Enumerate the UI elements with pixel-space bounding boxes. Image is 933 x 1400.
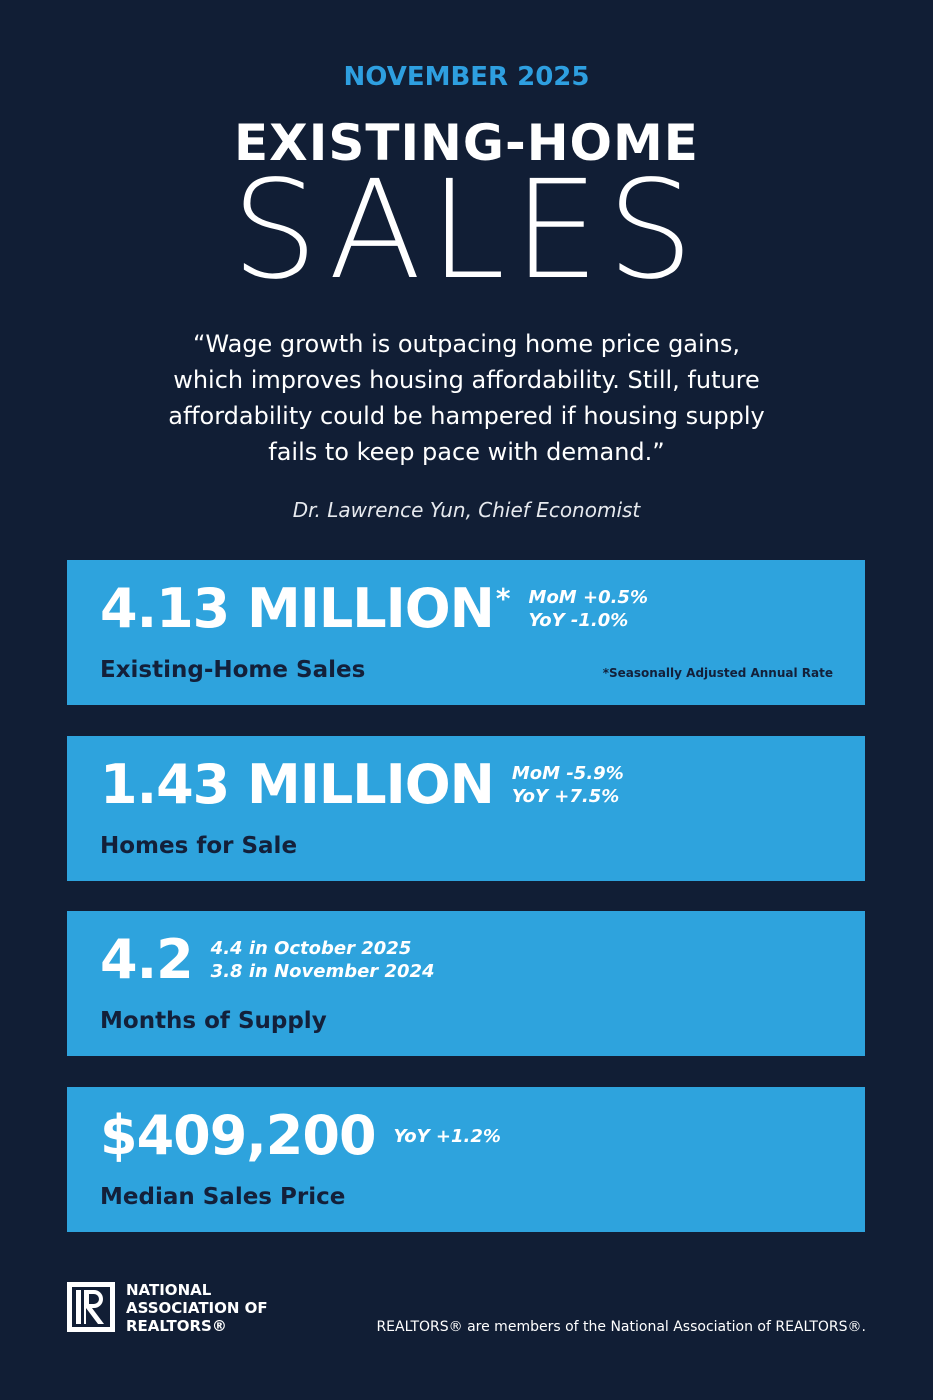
headline: 1.43 MILLION <box>100 753 495 816</box>
stat-line: MoM -5.9% <box>511 763 624 784</box>
stat-line: YoY -1.0% <box>528 610 629 631</box>
stat-line: YoY +7.5% <box>511 786 620 807</box>
headline-row: 4.2 4.4 in October 2025 3.8 in November 20… <box>100 933 435 987</box>
quote-line: affordability could be hampered if housi… <box>168 402 765 430</box>
logo-line: NATIONAL <box>126 1281 212 1299</box>
label: Median Sales Price <box>100 1184 346 1210</box>
attribution: Dr. Lawrence Yun, Chief Economist <box>292 498 641 522</box>
headline-row: 4.13 MILLION * MoM +0.5% YoY -1.0% <box>100 582 648 636</box>
footer-note: REALTORS® are members of the National As… <box>376 1319 866 1335</box>
stat-line: YoY +1.2% <box>393 1125 501 1147</box>
logo-line: REALTORS® <box>126 1317 227 1335</box>
headline: 4.2 <box>100 928 194 991</box>
headline-row: $409,200 YoY +1.2% <box>100 1109 501 1163</box>
logo <box>67 1282 115 1332</box>
quote-line: “Wage growth is outpacing home price gai… <box>192 330 741 358</box>
stats: 4.4 in October 2025 3.8 in November 2024 <box>211 937 435 983</box>
quote-line: fails to keep pace with demand.” <box>268 438 665 466</box>
title-top: EXISTING-HOME <box>234 114 699 172</box>
stats: MoM -5.9% YoY +7.5% <box>512 762 624 808</box>
stat-line: 3.8 in November 2024 <box>210 961 435 982</box>
stat-line: 4.4 in October 2025 <box>210 938 412 959</box>
marker: * <box>495 582 511 615</box>
stat-card: $409,200 YoY +1.2% Median Sales Price <box>67 1087 865 1232</box>
headline: 4.13 MILLION <box>100 577 495 640</box>
quote-line: which improves housing affordability. St… <box>173 366 760 394</box>
logo-text: NATIONAL ASSOCIATION OF REALTORS® <box>126 1281 268 1335</box>
label: Months of Supply <box>100 1008 327 1034</box>
headline-row: 1.43 MILLION MoM -5.9% YoY +7.5% <box>100 758 624 812</box>
headline: $409,200 <box>100 1104 377 1167</box>
stat-card: 4.13 MILLION * MoM +0.5% YoY -1.0% Existing-… <box>67 560 865 705</box>
date: NOVEMBER 2025 <box>343 62 590 92</box>
quote: “Wage growth is outpacing home price gai… <box>0 326 933 470</box>
stat-line: MoM +0.5% <box>528 587 648 608</box>
stat-card: 4.2 4.4 in October 2025 3.8 in November 20… <box>67 911 865 1056</box>
label: Existing-Home Sales <box>100 657 366 683</box>
logo-line: ASSOCIATION OF <box>126 1299 268 1317</box>
stats: YoY +1.2% <box>394 1125 501 1148</box>
title-bottom: SALES <box>231 152 702 310</box>
footnote: *Seasonally Adjusted Annual Rate <box>602 666 833 680</box>
label: Homes for Sale <box>100 833 298 859</box>
stats: MoM +0.5% YoY -1.0% <box>529 586 648 632</box>
stat-card: 1.43 MILLION MoM -5.9% YoY +7.5% Homes for … <box>67 736 865 881</box>
